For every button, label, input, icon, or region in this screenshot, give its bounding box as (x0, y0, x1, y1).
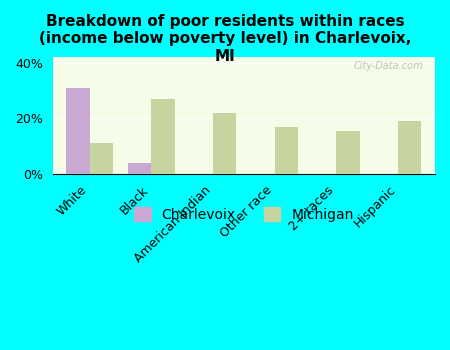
Bar (151, 99, 175, 174)
Bar (213, 113, 236, 174)
Text: Breakdown of poor residents within races
(income below poverty level) in Charlev: Breakdown of poor residents within races… (39, 14, 411, 64)
Bar (66, 88, 90, 174)
Bar (398, 121, 422, 174)
Bar (274, 127, 298, 174)
Text: City-Data.com: City-Data.com (354, 61, 423, 70)
Bar (128, 163, 151, 174)
Bar (90, 143, 113, 174)
Bar (336, 131, 360, 174)
Legend: Charlevoix, Michigan: Charlevoix, Michigan (128, 202, 359, 228)
